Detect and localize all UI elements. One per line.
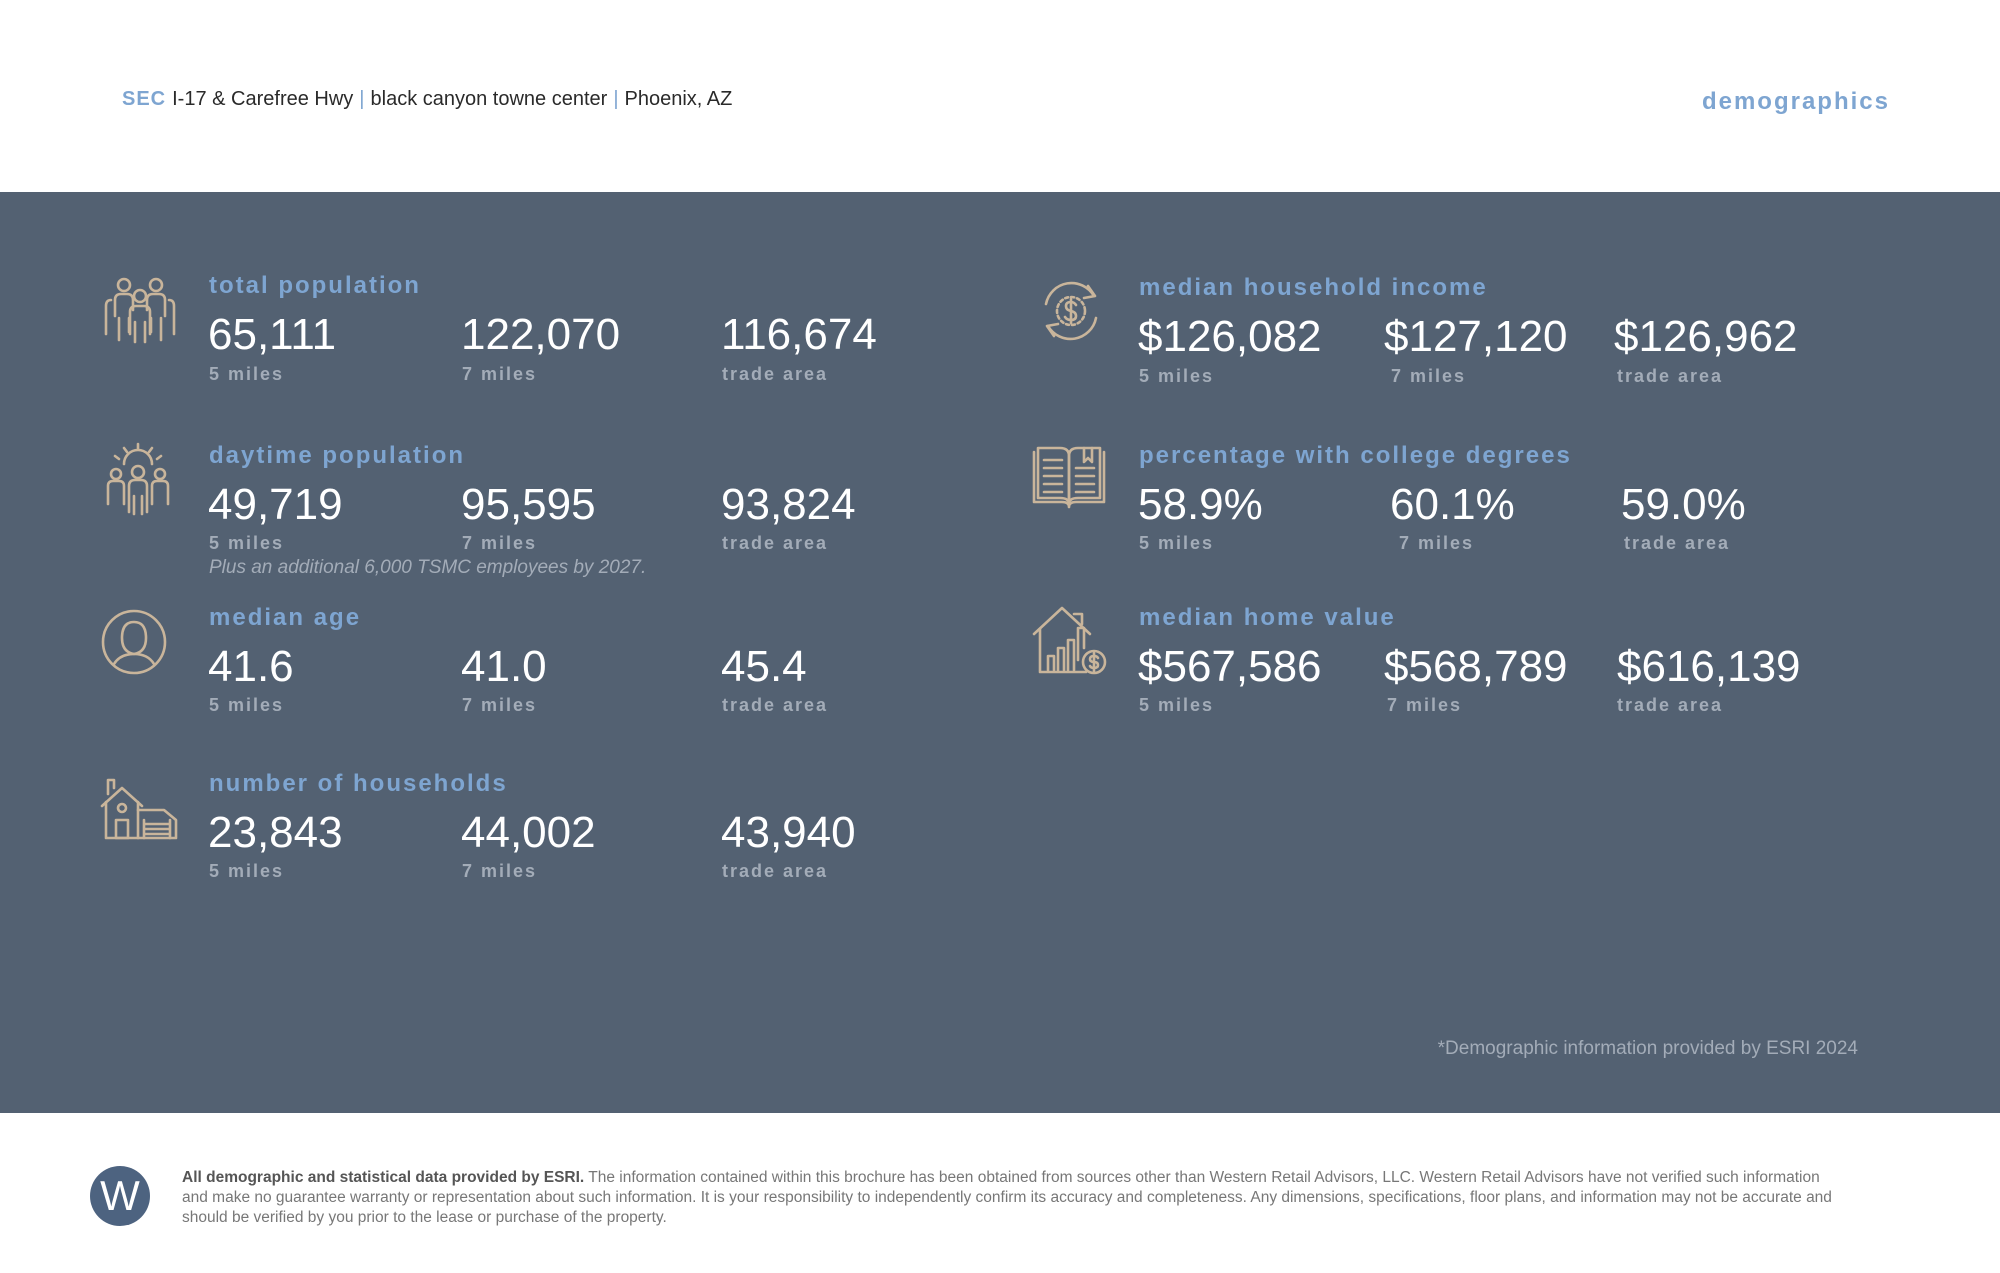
stat-sub-7-miles: 7 miles (462, 695, 538, 715)
stat-value-trade-area: 59.0% (1621, 480, 1746, 529)
stat-value-trade-area: $616,139 (1617, 642, 1801, 691)
stat-label: median age (209, 604, 362, 631)
stat-label: number of households (209, 770, 508, 797)
breadcrumb-location: I-17 & Carefree Hwy (172, 88, 354, 110)
stat-sub-7-miles: 7 miles (462, 861, 538, 881)
breadcrumb-separator: | (359, 88, 365, 110)
stat-sub-trade-area: trade area (722, 364, 829, 384)
stat-value-7-miles: 95,595 (461, 480, 596, 529)
open-book-icon (1032, 444, 1106, 510)
group-people-icon (102, 276, 178, 344)
stat-label: median home value (1139, 604, 1396, 631)
stat-sub-5-miles: 5 miles (1139, 533, 1215, 553)
disclaimer-text: The information contained within this br… (182, 1169, 1832, 1226)
breadcrumb-center: black canyon towne center (370, 88, 608, 110)
breadcrumb: SEC I-17 & Carefree Hwy | black canyon town… (122, 88, 732, 111)
stat-value-5-miles: 23,843 (208, 808, 343, 857)
stat-sub-7-miles: 7 miles (1399, 533, 1475, 553)
stat-sub-trade-area: trade area (722, 533, 829, 553)
stat-value-7-miles: 122,070 (461, 310, 621, 359)
stat-value-7-miles: $127,120 (1384, 312, 1568, 361)
stat-sub-5-miles: 5 miles (209, 364, 285, 384)
breadcrumb-sec: SEC (122, 88, 167, 110)
breadcrumb-separator: | (613, 88, 619, 110)
header: SEC I-17 & Carefree Hwy | black canyon town… (0, 0, 2000, 192)
disclaimer-bold: All demographic and statistical data pro… (182, 1169, 585, 1186)
stat-value-5-miles: 65,111 (208, 310, 337, 359)
stat-label: daytime population (209, 442, 466, 469)
stat-label: percentage with college degrees (1139, 442, 1572, 469)
house-garage-icon (100, 776, 178, 840)
demographics-panel (0, 192, 2000, 1113)
person-portrait-icon (100, 608, 168, 676)
stat-value-5-miles: $567,586 (1138, 642, 1322, 691)
stat-label: total population (209, 272, 421, 299)
stat-value-7-miles: $568,789 (1384, 642, 1568, 691)
stat-value-5-miles: 49,719 (208, 480, 343, 529)
stat-sub-trade-area: trade area (722, 695, 829, 715)
disclaimer: All demographic and statistical data pro… (182, 1168, 1847, 1228)
stat-label: median household income (1139, 274, 1488, 301)
stat-value-5-miles: 41.6 (208, 642, 294, 691)
stat-sub-trade-area: trade area (722, 861, 829, 881)
page-title: demographics (1701, 88, 1890, 115)
stat-value-trade-area: 45.4 (721, 642, 807, 691)
stat-sub-5-miles: 5 miles (1139, 366, 1215, 386)
stat-sub-7-miles: 7 miles (462, 533, 538, 553)
stat-sub-5-miles: 5 miles (209, 695, 285, 715)
stat-sub-trade-area: trade area (1624, 533, 1731, 553)
stat-value-7-miles: 60.1% (1390, 480, 1515, 529)
source-note: *Demographic information provided by ESR… (1437, 1038, 1858, 1059)
stat-value-trade-area: $126,962 (1614, 312, 1798, 361)
dollar-cycle-icon (1038, 278, 1104, 344)
company-logo: W (90, 1166, 150, 1226)
stat-value-trade-area: 43,940 (721, 808, 856, 857)
stat-sub-7-miles: 7 miles (1387, 695, 1463, 715)
stat-sub-5-miles: 5 miles (1139, 695, 1215, 715)
stat-sub-5-miles: 5 miles (209, 533, 285, 553)
stat-sub-5-miles: 5 miles (209, 861, 285, 881)
stat-value-5-miles: 58.9% (1138, 480, 1263, 529)
stat-value-trade-area: 116,674 (721, 310, 877, 359)
stat-value-7-miles: 41.0 (461, 642, 547, 691)
stat-sub-7-miles: 7 miles (1391, 366, 1467, 386)
stat-note: Plus an additional 6,000 TSMC employees … (209, 557, 647, 578)
stat-value-5-miles: $126,082 (1138, 312, 1322, 361)
people-sun-icon (100, 442, 176, 516)
stat-sub-trade-area: trade area (1617, 366, 1724, 386)
stat-sub-trade-area: trade area (1617, 695, 1724, 715)
stat-value-trade-area: 93,824 (721, 480, 856, 529)
stat-sub-7-miles: 7 miles (462, 364, 538, 384)
breadcrumb-city: Phoenix, AZ (624, 88, 733, 110)
stat-value-7-miles: 44,002 (461, 808, 596, 857)
house-chart-icon (1032, 604, 1108, 676)
